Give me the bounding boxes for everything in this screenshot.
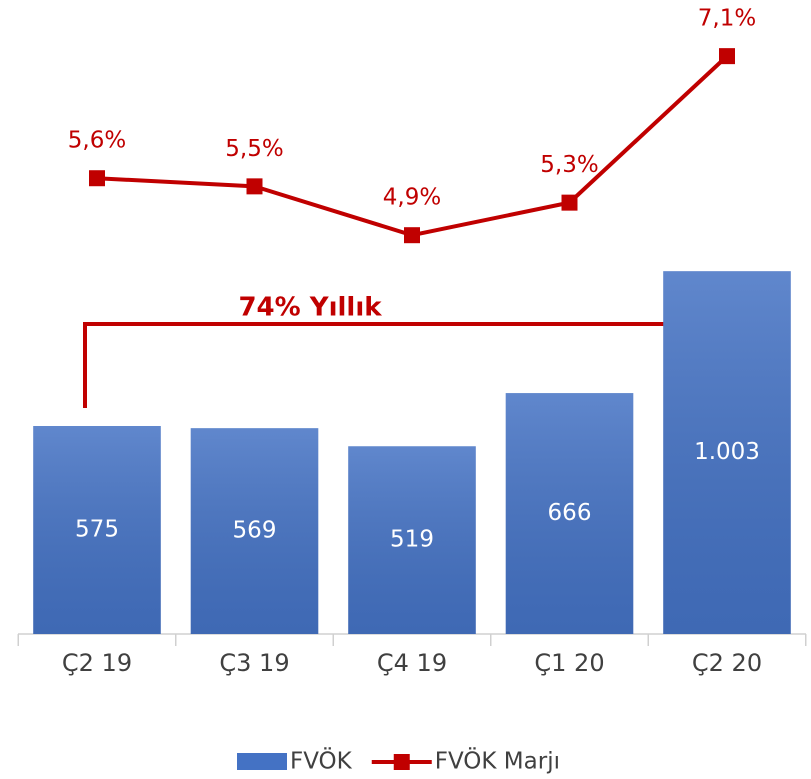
data-label: 519 <box>390 527 434 553</box>
data-label: 5,5% <box>225 136 283 162</box>
data-label: 569 <box>233 518 277 544</box>
data-label: 1.003 <box>694 439 760 465</box>
x-tick-label: Ç2 20 <box>692 649 762 677</box>
growth-arrow <box>83 322 690 408</box>
marker <box>561 194 578 211</box>
marker <box>246 178 263 195</box>
data-label: 575 <box>75 517 119 543</box>
data-label: 5,3% <box>540 152 598 178</box>
marker <box>404 227 420 244</box>
legend-swatch <box>237 753 287 770</box>
x-tick-label: Ç3 19 <box>219 649 289 677</box>
x-tick-label: Ç1 20 <box>534 649 604 677</box>
marker <box>89 170 105 187</box>
annotation: 74% Yıllık <box>238 293 382 323</box>
bar-shade <box>348 446 476 634</box>
bar-shade <box>33 426 161 634</box>
legend-label: FVÖK <box>290 747 353 775</box>
bar-shade <box>505 393 634 634</box>
bar-shade <box>190 428 319 634</box>
x-tick-label: Ç4 19 <box>377 649 447 677</box>
marker <box>719 48 735 65</box>
data-label: 666 <box>548 500 592 526</box>
data-label: 4,9% <box>383 185 441 211</box>
data-label: 5,6% <box>68 128 126 154</box>
bar-shade <box>663 271 791 634</box>
legend-label: FVÖK Marjı <box>435 747 560 775</box>
x-tick-label: Ç2 19 <box>62 649 132 677</box>
legend-marker <box>393 754 410 770</box>
data-label: 7,1% <box>698 6 756 32</box>
x-ticks <box>17 634 807 646</box>
